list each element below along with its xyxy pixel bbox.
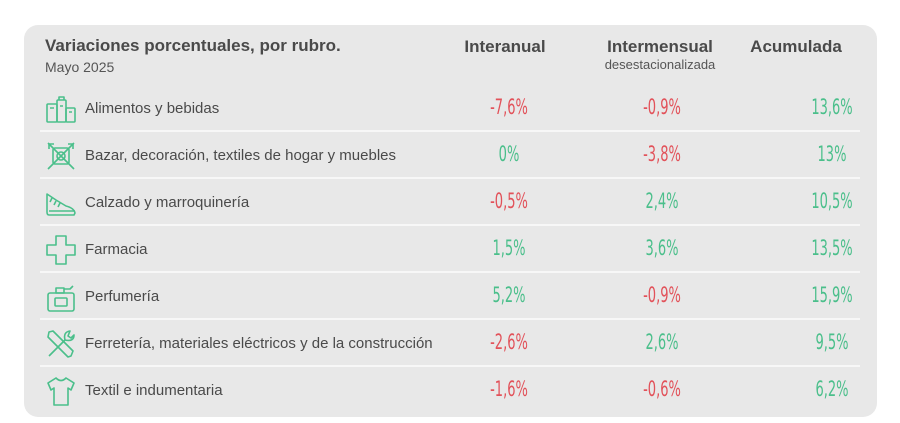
perfume-icon	[44, 280, 78, 314]
intermensual-value: -0,9%	[643, 283, 681, 307]
tools-icon	[44, 327, 78, 361]
intermensual-value: -3,8%	[643, 142, 681, 166]
acumulada-value: 15,9%	[811, 283, 853, 307]
row-label: Perfumería	[85, 288, 160, 305]
shoe-icon	[44, 186, 78, 220]
table-title: Variaciones porcentuales, por rubro.	[45, 36, 341, 55]
intermensual-value: 2,6%	[645, 330, 679, 354]
pharmacy-cross-icon	[44, 233, 78, 267]
intermensual-value: 2,4%	[645, 189, 679, 213]
home-decor-icon	[44, 139, 78, 173]
interanual-value: -7,6%	[490, 95, 528, 119]
row-divider	[40, 365, 860, 367]
row-divider	[40, 224, 860, 226]
row-label: Calzado y marroquinería	[85, 194, 250, 211]
interanual-value: -1,6%	[490, 377, 528, 401]
row-label: Textil e indumentaria	[85, 382, 223, 399]
table-row: Perfumería 5,2% -0,9% 15,9%	[40, 274, 860, 320]
table-subtitle: Mayo 2025	[45, 59, 115, 75]
column-header-acumulada: Acumulada	[750, 37, 842, 56]
interanual-value: 5,2%	[492, 283, 526, 307]
column-header-interanual: Interanual	[464, 37, 546, 56]
row-divider	[40, 271, 860, 273]
acumulada-value: 13,5%	[811, 236, 853, 260]
table-row: Ferretería, materiales eléctricos y de l…	[40, 321, 860, 367]
column-subheader-intermensual: desestacionalizada	[604, 57, 716, 72]
table-card	[24, 25, 877, 417]
table-row: Alimentos y bebidas -7,6% -0,9% 13,6%	[40, 86, 860, 132]
interanual-value: -2,6%	[490, 330, 528, 354]
table-row: Calzado y marroquinería -0,5% 2,4% 10,5%	[40, 180, 860, 226]
acumulada-value: 6,2%	[815, 377, 849, 401]
interanual-value: 1,5%	[492, 236, 526, 260]
interanual-value: -0,5%	[490, 189, 528, 213]
interanual-value: 0%	[498, 142, 520, 166]
acumulada-value: 13,6%	[811, 95, 853, 119]
intermensual-value: -0,6%	[643, 377, 681, 401]
intermensual-value: 3,6%	[645, 236, 679, 260]
acumulada-value: 13%	[817, 142, 847, 166]
shirt-icon	[44, 374, 78, 408]
row-label: Farmacia	[85, 241, 148, 258]
acumulada-value: 10,5%	[811, 189, 853, 213]
row-divider	[40, 130, 860, 132]
row-divider	[40, 177, 860, 179]
row-label: Ferretería, materiales eléctricos y de l…	[85, 335, 433, 352]
row-label: Alimentos y bebidas	[85, 100, 220, 117]
table-row: Farmacia 1,5% 3,6% 13,5%	[40, 227, 860, 273]
acumulada-value: 9,5%	[815, 330, 849, 354]
table-row: Textil e indumentaria -1,6% -0,6% 6,2%	[40, 368, 860, 414]
column-header-intermensual: Intermensual	[607, 37, 713, 56]
row-label: Bazar, decoración, textiles de hogar y m…	[85, 147, 397, 164]
intermensual-value: -0,9%	[643, 95, 681, 119]
grocery-icon	[44, 92, 78, 126]
table-row: Bazar, decoración, textiles de hogar y m…	[40, 133, 860, 179]
row-divider	[40, 318, 860, 320]
